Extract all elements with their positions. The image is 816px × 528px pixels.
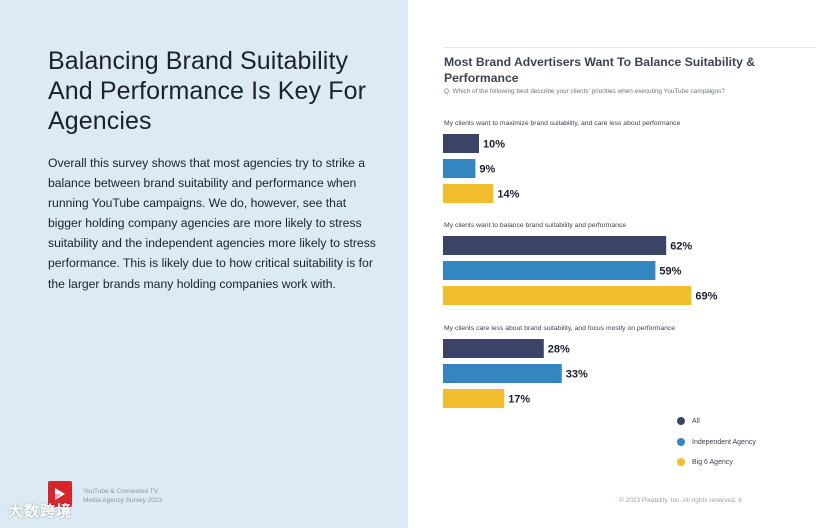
bar-value-focus-performance-independent: 33% <box>566 369 588 381</box>
bar-focus-performance-all <box>443 339 544 358</box>
bar-maximize-suitability-all <box>443 134 479 153</box>
watermark: 大数跨境 <box>8 503 73 520</box>
bar-maximize-suitability-big6 <box>443 184 494 203</box>
bar-balance-independent <box>443 261 656 280</box>
legend-label-big6: Big 6 Agency <box>692 458 733 466</box>
bar-value-maximize-suitability-independent: 9% <box>479 164 495 176</box>
legend-item-independent: Independent Agency <box>677 436 756 448</box>
bar-value-maximize-suitability-all: 10% <box>483 139 505 151</box>
footer-copyright: © 2023 Pixability, Inc. All rights reser… <box>619 497 742 504</box>
legend-label-all: All <box>692 417 700 425</box>
footer-line-2: Media Agency Survey 2023 <box>83 497 163 504</box>
bar-value-focus-performance-big6: 17% <box>508 394 530 406</box>
bar-value-focus-performance-all: 28% <box>548 344 570 356</box>
group-label-maximize-suitability: My clients want to maximize brand suitab… <box>444 120 681 127</box>
top-rule <box>444 47 816 48</box>
bar-balance-all <box>443 236 667 255</box>
group-label-balance: My clients want to balance brand suitabi… <box>444 222 627 229</box>
group-label-focus-performance: My clients care less about brand suitabi… <box>444 325 676 332</box>
legend-swatch-independent <box>677 438 685 446</box>
pixability-logo-icon <box>48 481 72 507</box>
legend-swatch-all <box>677 417 685 425</box>
legend-item-big6: Big 6 Agency <box>677 456 733 468</box>
bar-balance-big6 <box>443 286 692 305</box>
legend-swatch-big6 <box>677 458 685 466</box>
body-paragraph: Overall this survey shows that most agen… <box>48 156 376 291</box>
footer-line-1: YouTube & Connected TV <box>83 488 158 495</box>
bar-focus-performance-independent <box>443 364 562 383</box>
page-headline: Balancing Brand Suitability And Performa… <box>48 47 367 135</box>
bar-value-balance-all: 62% <box>670 241 692 253</box>
bar-value-maximize-suitability-big6: 14% <box>497 189 519 201</box>
bar-maximize-suitability-independent <box>443 159 476 178</box>
bar-focus-performance-big6 <box>443 389 505 408</box>
bar-value-balance-big6: 69% <box>695 291 717 303</box>
bar-value-balance-independent: 59% <box>659 266 681 278</box>
legend-label-independent: Independent Agency <box>692 438 756 446</box>
chart-subtitle: Q. Which of the following best describe … <box>444 88 725 95</box>
legend-item-all: All <box>677 415 700 427</box>
left-panel: Balancing Brand Suitability And Performa… <box>0 0 408 528</box>
footer-publication: YouTube & Connected TV Media Agency Surv… <box>83 487 162 505</box>
chart-title: Most Brand Advertisers Want To Balance S… <box>444 55 756 85</box>
